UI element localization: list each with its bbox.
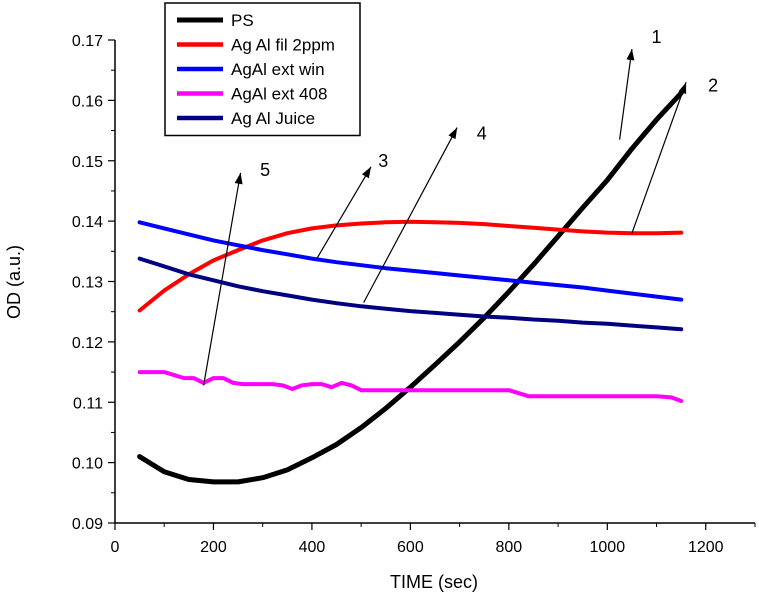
legend-label: AgAl ext win xyxy=(231,60,325,79)
x-tick-label: 0 xyxy=(111,539,120,556)
y-tick-label: 0.11 xyxy=(73,395,103,412)
y-tick-label: 0.15 xyxy=(72,154,103,171)
legend-label: PS xyxy=(231,11,254,30)
annotation-label: 3 xyxy=(378,151,388,171)
annotation-arrow-line xyxy=(203,172,242,386)
series-line-2 xyxy=(137,219,684,313)
series-line-5 xyxy=(137,256,684,332)
legend: PS Ag Al fil 2ppm AgAl ext win AgAl ext 408… xyxy=(164,2,361,137)
annotation-arrow-head xyxy=(361,166,371,179)
legend-label: Ag Al Juice xyxy=(231,109,315,128)
x-axis-title: TIME (sec) xyxy=(390,572,478,592)
annotation-arrow-line xyxy=(316,166,372,259)
annotation-arrow-head xyxy=(678,82,687,94)
x-tick-label: 200 xyxy=(200,539,227,556)
x-tick-label: 600 xyxy=(397,539,424,556)
annotation-arrow-head xyxy=(626,49,635,61)
y-tick-label: 0.12 xyxy=(72,335,103,352)
legend-label: Ag Al fil 2ppm xyxy=(231,36,335,55)
x-tick-label: 800 xyxy=(495,539,522,556)
y-tick-label: 0.10 xyxy=(72,456,103,473)
y-tick-label: 0.13 xyxy=(72,275,103,292)
y-tick-label: 0.09 xyxy=(72,516,103,533)
y-axis-title: OD (a.u.) xyxy=(4,245,24,319)
x-tick-label: 400 xyxy=(299,539,326,556)
x-tick-label: 1000 xyxy=(590,539,626,556)
annotation-arrow-head xyxy=(448,127,458,140)
series-line-4 xyxy=(137,370,684,403)
series-line-3 xyxy=(137,220,684,302)
annotation-arrow-line xyxy=(619,48,633,140)
annotation-label: 2 xyxy=(708,75,718,95)
series-line-1 xyxy=(137,90,684,485)
y-tick-label: 0.16 xyxy=(72,93,103,110)
y-tick-label: 0.14 xyxy=(72,214,103,231)
annotation-arrow-line xyxy=(631,82,687,234)
annotation-layer: 1 2 3 4 5 xyxy=(203,27,718,386)
x-tick-label: 1200 xyxy=(688,539,724,556)
annotation-arrow-head xyxy=(234,172,243,185)
annotation-label: 5 xyxy=(260,160,270,180)
annotation-label: 1 xyxy=(652,27,662,47)
y-tick-label: 0.17 xyxy=(72,33,103,50)
annotation-label: 4 xyxy=(477,124,487,144)
axes-layer: 0 200 400 600 800 1000 1200 0.09 0.10 0.11 0.12 0.1… xyxy=(72,33,756,556)
annotation-arrow-line xyxy=(363,127,458,303)
legend-label: AgAl ext 408 xyxy=(231,85,327,104)
series-layer xyxy=(137,90,684,485)
